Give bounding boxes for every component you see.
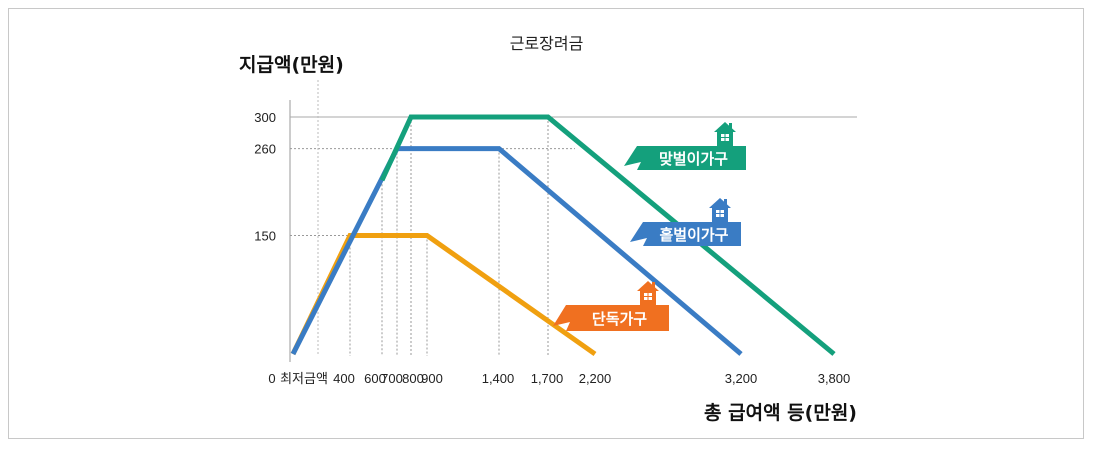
x-axis-label: 총 급여액 등(만원) — [704, 402, 857, 424]
x-tick-label: 700 — [381, 371, 403, 386]
x-tick-label: 400 — [333, 371, 355, 386]
series-badge — [553, 305, 669, 331]
series-badge — [630, 222, 741, 246]
x-tick-label: 900 — [421, 371, 443, 386]
x-tick-label: 3,800 — [818, 371, 851, 386]
x-tick-label: 800 — [402, 371, 424, 386]
chart-title: 근로장려금 — [509, 34, 584, 53]
x-tick-label: 0 — [268, 371, 275, 386]
y-tick-label: 150 — [254, 229, 276, 244]
x-tick-label: 1,700 — [531, 371, 564, 386]
house-chimney-icon — [652, 282, 655, 288]
series-badge-label: 홑벌이가구 — [659, 226, 728, 244]
chart-frame — [8, 8, 1084, 439]
x-tick-label: 1,400 — [482, 371, 515, 386]
x-tick-label: 최저금액 — [280, 371, 328, 386]
y-tick-label: 300 — [254, 110, 276, 125]
x-tick-label: 2,200 — [579, 371, 612, 386]
y-tick-label: 260 — [254, 142, 276, 157]
house-chimney-icon — [729, 123, 732, 129]
house-chimney-icon — [724, 199, 727, 205]
series-badge — [624, 146, 746, 170]
x-tick-label: 600 — [364, 371, 386, 386]
series-line-0 — [290, 233, 597, 357]
series-badge-label: 맞벌이가구 — [659, 150, 728, 168]
y-axis-label: 지급액(만원) — [239, 54, 344, 76]
x-tick-label: 3,200 — [725, 371, 758, 386]
series-line-1 — [290, 146, 743, 356]
series-badge-label: 단독가구 — [592, 310, 647, 328]
